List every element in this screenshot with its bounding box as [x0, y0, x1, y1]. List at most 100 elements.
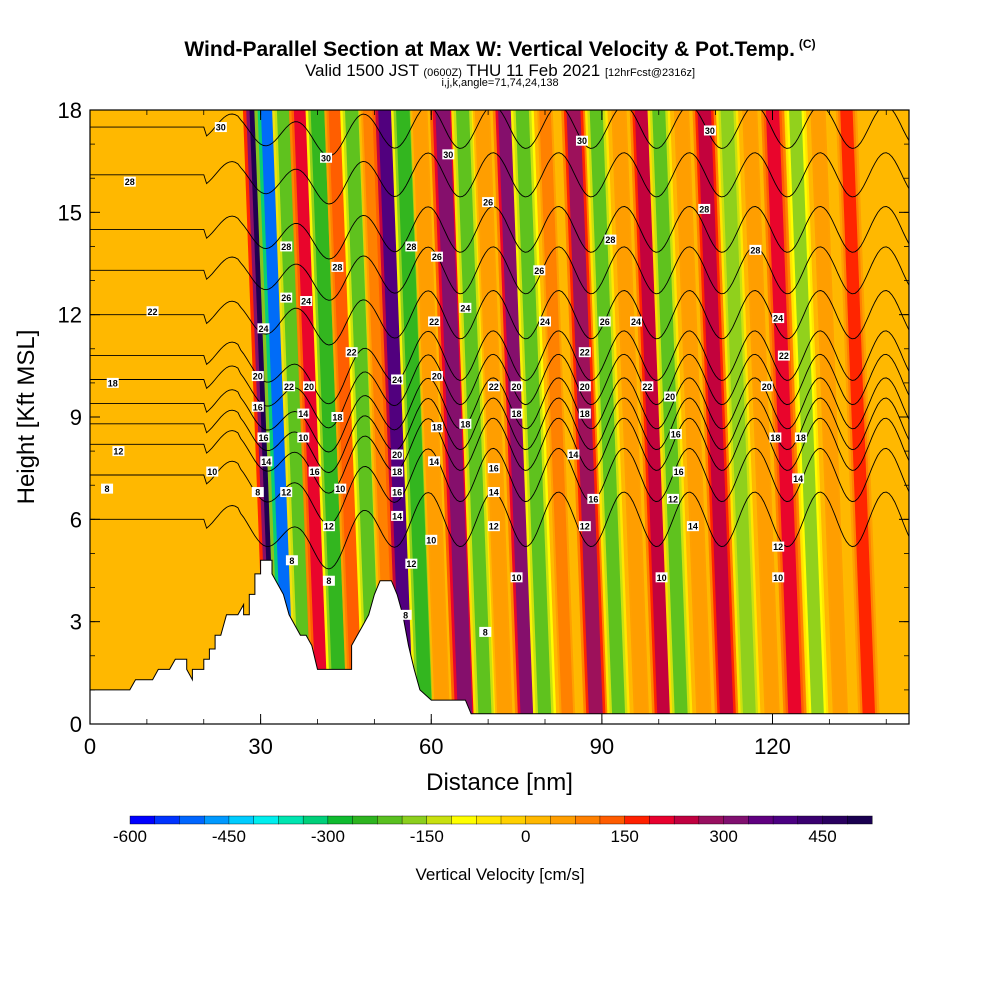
colorbar-swatch-22: [673, 815, 700, 825]
contour-label-57: 24: [539, 316, 551, 327]
contour-label-bg: [345, 347, 358, 358]
contour-label-27: 12: [322, 521, 335, 532]
contour-label-47: 8: [479, 626, 492, 637]
y-tick-label: 0: [70, 712, 82, 737]
velocity-band-20-core-2: [634, 110, 672, 724]
contour-label-85: 10: [772, 572, 785, 583]
colorbar-swatch-13: [451, 815, 477, 825]
contour-label-bg: [101, 483, 114, 494]
velocity-band-11-core-2: [435, 110, 473, 724]
contour-label-bg: [405, 558, 418, 569]
contour-label-text: 30: [321, 153, 331, 163]
contour-label-69: 20: [664, 391, 677, 402]
contour-label-bg: [459, 302, 472, 313]
contour-label-bg: [533, 265, 546, 276]
contour-label-83: 14: [792, 473, 805, 484]
chart-title-tag: (C): [798, 37, 816, 51]
contour-label-text: 16: [310, 467, 320, 477]
contour-label-bg: [302, 381, 315, 392]
contour-label-text: 24: [631, 317, 641, 327]
theta-contour-14: [90, 397, 909, 474]
contour-label-bg: [655, 572, 668, 583]
contour-label-44: 30: [442, 149, 455, 160]
chart-title: Wind-Parallel Section at Max W: Vertical…: [0, 37, 1000, 62]
valid-utc: (0600Z): [423, 67, 462, 79]
valid-time: Valid 1500 JST: [304, 61, 419, 80]
contour-label-77: 28: [749, 244, 762, 255]
colorbar-tick-label: -450: [212, 827, 246, 846]
velocity-band-22-core-2: [675, 110, 710, 724]
velocity-band-2-core-2: [276, 110, 313, 724]
contour-label-text: 14: [298, 409, 308, 419]
contour-label-23: 30: [320, 152, 333, 163]
colorbar-title: Vertical Velocity [cm/s]: [415, 865, 584, 884]
x-tick-label: 60: [419, 734, 443, 759]
contour-label-text: 12: [489, 522, 499, 532]
colorbar-swatch-10: [377, 815, 403, 825]
contour-label-bg: [578, 408, 591, 419]
contour-label-80: 20: [760, 381, 773, 392]
contour-label-text: 28: [281, 242, 291, 252]
velocity-band-15-core-2: [515, 110, 552, 724]
contour-label-bg: [666, 493, 679, 504]
contour-label-text: 12: [281, 488, 291, 498]
theta-contour-10: [90, 447, 909, 525]
colorbar-tick-label: -300: [311, 827, 345, 846]
contour-label-24: 28: [331, 261, 344, 272]
contour-label-text: 22: [779, 351, 789, 361]
contour-label-11: 16: [257, 432, 270, 443]
contour-label-45: 24: [459, 302, 472, 313]
contour-label-text: 24: [460, 303, 470, 313]
contour-label-text: 22: [429, 317, 439, 327]
colorbar-tick-label: 300: [709, 827, 737, 846]
y-tick-label: 6: [70, 507, 82, 532]
contour-label-1: 28: [123, 176, 136, 187]
colorbar-swatch-7: [302, 815, 329, 825]
colorbar-swatch-4: [228, 815, 255, 825]
contour-label-bg: [280, 487, 293, 498]
contour-label-14: 26: [280, 292, 293, 303]
contour-label-bg: [539, 316, 551, 327]
y-tick-label: 18: [58, 98, 82, 123]
contour-label-81: 18: [769, 432, 782, 443]
contour-label-text: 30: [443, 150, 453, 160]
contour-label-bg: [280, 241, 293, 252]
contour-label-bg: [334, 483, 347, 494]
y-tick-label: 9: [70, 405, 82, 430]
contour-label-text: 8: [105, 484, 110, 494]
contour-label-bg: [578, 381, 591, 392]
contour-label-bg: [251, 371, 264, 382]
contour-label-text: 8: [326, 576, 331, 586]
contour-label-3: 18: [106, 377, 119, 388]
velocity-band-7-core-2: [362, 110, 398, 724]
y-tick-label: 3: [70, 610, 82, 635]
colorbar-swatch-28: [822, 815, 848, 825]
contour-label-text: 18: [770, 433, 780, 443]
contour-label-text: 20: [253, 372, 263, 382]
velocity-band-10-core-2: [414, 110, 449, 724]
contour-label-text: 20: [762, 382, 772, 392]
x-tick-label: 30: [248, 734, 272, 759]
contour-label-text: 20: [392, 450, 402, 460]
contour-label-text: 18: [580, 409, 590, 419]
colorbar-swatch-12: [426, 815, 453, 825]
contour-label-58: 30: [575, 135, 588, 146]
contour-label-text: 18: [332, 413, 342, 423]
contour-label-bg: [297, 408, 310, 419]
colorbar-swatch-2: [179, 815, 205, 825]
contour-label-text: 16: [674, 467, 684, 477]
contour-label-76: 28: [698, 203, 711, 214]
colorbar-swatch-9: [352, 815, 378, 825]
contour-label-text: 28: [406, 242, 416, 252]
contour-label-text: 16: [489, 464, 499, 474]
contour-label-bg: [510, 572, 523, 583]
contour-label-33: 16: [391, 487, 404, 498]
contour-label-bg: [112, 446, 125, 457]
contour-label-bg: [630, 316, 642, 327]
contour-label-text: 16: [588, 494, 598, 504]
contour-label-bg: [698, 203, 711, 214]
contour-label-text: 22: [580, 348, 590, 358]
contour-label-text: 8: [403, 610, 408, 620]
contour-label-text: 18: [460, 419, 470, 429]
contour-label-text: 24: [540, 317, 550, 327]
